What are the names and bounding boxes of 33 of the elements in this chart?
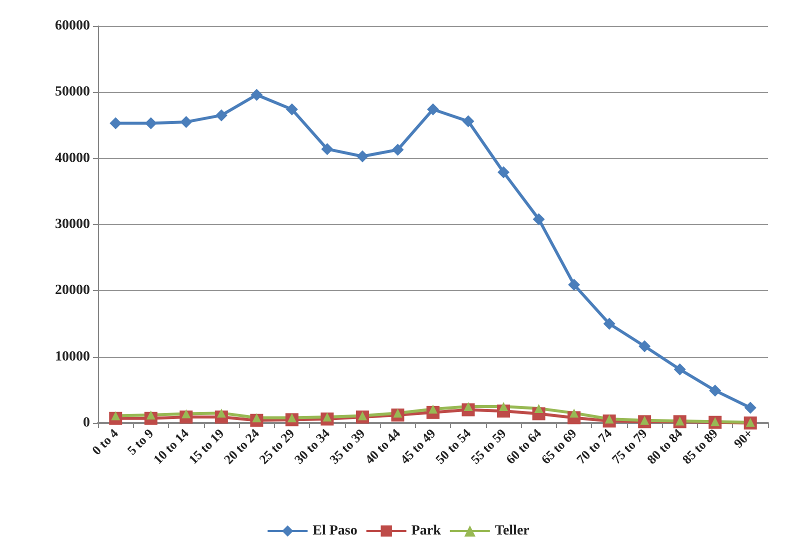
point bbox=[286, 103, 298, 116]
y-tick-label: 20000 bbox=[55, 283, 90, 298]
y-tick-label: 0 bbox=[83, 416, 90, 430]
point bbox=[534, 404, 544, 413]
point bbox=[392, 144, 404, 156]
point bbox=[709, 384, 722, 397]
legend-label: Park bbox=[411, 524, 442, 538]
point bbox=[638, 340, 651, 352]
point bbox=[180, 116, 192, 128]
y-tick-label: 50000 bbox=[55, 84, 90, 100]
legend-label: Teller bbox=[494, 524, 530, 538]
point bbox=[144, 117, 157, 130]
y-tick-label: 30000 bbox=[55, 217, 90, 232]
x-tick-label: 0 to 4 bbox=[88, 425, 122, 458]
point bbox=[462, 115, 474, 128]
point bbox=[603, 318, 616, 330]
y-tick-label: 60000 bbox=[55, 18, 90, 34]
legend-label: El Paso bbox=[312, 524, 358, 538]
y-tick-label: 10000 bbox=[55, 349, 90, 364]
x-tick-label: 90+ bbox=[730, 426, 756, 451]
point bbox=[215, 109, 228, 122]
y-tick-label: 40000 bbox=[55, 150, 90, 166]
point bbox=[498, 166, 510, 178]
point bbox=[674, 363, 686, 376]
point bbox=[568, 278, 580, 291]
point bbox=[532, 213, 545, 226]
point bbox=[321, 143, 334, 156]
point bbox=[250, 88, 263, 101]
point bbox=[427, 103, 439, 116]
point bbox=[744, 402, 756, 414]
point bbox=[110, 117, 122, 130]
point bbox=[356, 150, 368, 162]
point bbox=[499, 402, 508, 411]
